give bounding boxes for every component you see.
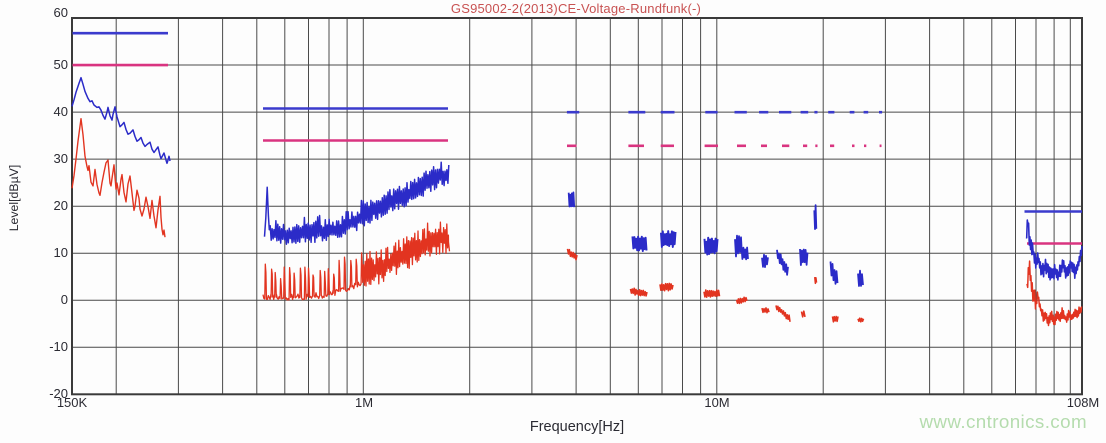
svg-text:1M: 1M (355, 395, 373, 410)
svg-text:GS95002-2(2013)CE-Voltage-Rund: GS95002-2(2013)CE-Voltage-Rundfunk(-) (451, 1, 701, 16)
svg-text:-20: -20 (49, 386, 68, 401)
svg-text:Level[dBµV]: Level[dBµV] (7, 165, 21, 232)
svg-text:10M: 10M (704, 395, 729, 410)
svg-text:20: 20 (54, 198, 68, 213)
svg-text:0: 0 (61, 292, 68, 307)
svg-text:108M: 108M (1067, 395, 1100, 410)
svg-text:60: 60 (54, 5, 68, 20)
svg-text:www.cntronics.com: www.cntronics.com (918, 411, 1087, 432)
svg-text:150K: 150K (57, 395, 88, 410)
svg-text:30: 30 (54, 151, 68, 166)
svg-text:50: 50 (54, 57, 68, 72)
svg-text:Frequency[Hz]: Frequency[Hz] (530, 419, 624, 435)
svg-text:-10: -10 (49, 339, 68, 354)
svg-text:10: 10 (54, 245, 68, 260)
svg-text:40: 40 (54, 104, 68, 119)
